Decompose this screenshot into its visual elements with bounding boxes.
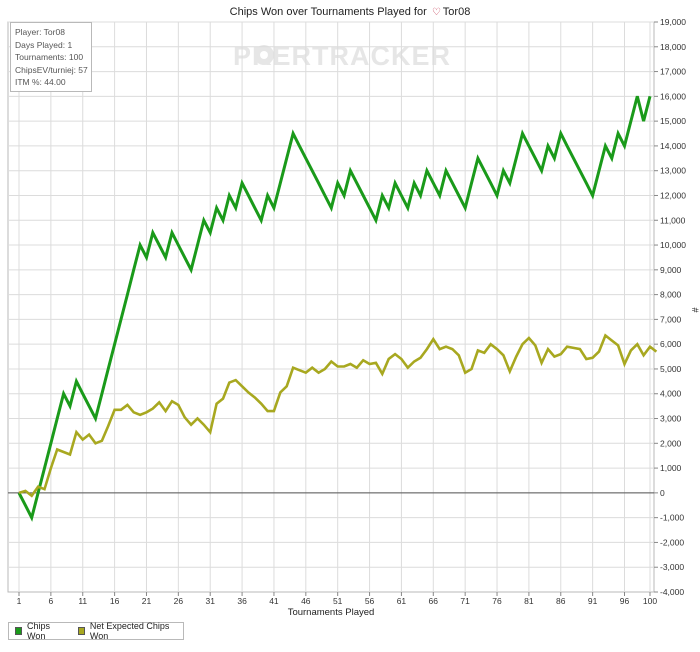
- stats-box: Player: Tor08 Days Played: 1 Tournaments…: [10, 22, 92, 92]
- x-tick-label: 31: [205, 596, 215, 606]
- y-tick-label: 13,000: [660, 166, 686, 176]
- stats-chips-ev: ChipsEV/turniej: 57: [15, 64, 88, 75]
- x-tick-label: 86: [556, 596, 566, 606]
- y-tick-label: 11,000: [660, 215, 686, 225]
- y-tick-label: 7,000: [660, 314, 682, 324]
- x-tick-label: 61: [397, 596, 407, 606]
- pokertracker-watermark: PKERTRACKER: [233, 41, 451, 71]
- x-tick-label: 16: [110, 596, 120, 606]
- x-tick-label: 66: [429, 596, 439, 606]
- legend-label-chips-won: Chips Won: [27, 621, 51, 641]
- x-tick-label: 36: [237, 596, 247, 606]
- chart-title-player: Tor08: [442, 6, 471, 18]
- x-tick-label: 71: [460, 596, 470, 606]
- stats-itm: ITM %: 44.00: [15, 77, 66, 87]
- x-tick-label: 76: [492, 596, 502, 606]
- x-tick-label: 100: [643, 596, 657, 606]
- y-tick-label: 6,000: [660, 339, 682, 349]
- x-axis-label: Tournaments Played: [288, 607, 375, 618]
- y-tick-label: 3,000: [660, 414, 682, 424]
- x-tick-label: 6: [49, 596, 54, 606]
- y-tick-label: -2,000: [660, 537, 684, 547]
- x-tick-label: 81: [524, 596, 534, 606]
- x-tick-label: 46: [301, 596, 311, 606]
- y-tick-label: -1,000: [660, 513, 684, 523]
- x-tick-label: 56: [365, 596, 375, 606]
- watermark-part-2: KERTRACKER: [252, 41, 451, 71]
- watermark-chip-center: [260, 51, 268, 59]
- legend-swatch-net-expected: [77, 627, 85, 635]
- y-tick-label: 19,000: [660, 17, 686, 27]
- x-tick-label: 96: [620, 596, 630, 606]
- watermark-text: PKERTRACKER: [233, 41, 451, 71]
- y-tick-label: 12,000: [660, 190, 686, 200]
- legend-item-chips-won[interactable]: Chips Won: [15, 621, 64, 641]
- y-tick-label: -3,000: [660, 562, 684, 572]
- stats-tournaments: Tournaments: 100: [15, 52, 84, 62]
- x-tick-label: 51: [333, 596, 343, 606]
- grid: [8, 21, 654, 592]
- y-tick-label: 16,000: [660, 91, 686, 101]
- y-tick-label: 17,000: [660, 67, 686, 77]
- y-tick-label: 0: [660, 488, 665, 498]
- y-tick-label: 18,000: [660, 42, 686, 52]
- x-tick-label: 21: [142, 596, 152, 606]
- watermark-chip-icon: [254, 45, 274, 65]
- chart-legend: Chips Won Net Expected Chips Won: [8, 621, 184, 641]
- series-line-chips-won: [17, 95, 652, 522]
- chart-title-text: Chips Won over Tournaments Played for: [229, 6, 427, 18]
- x-tick-label: 11: [78, 596, 87, 606]
- y-tick-label: -4,000: [660, 587, 684, 597]
- y-tick-label: 2,000: [660, 438, 682, 448]
- stats-days-played: Days Played: 1: [15, 39, 73, 50]
- y-tick-label: 1,000: [660, 463, 682, 473]
- x-tick-label: 41: [269, 596, 279, 606]
- axes: -4,000 -3,000 -2,000 -1,000 0 1,000 2,000 3,000…: [8, 17, 686, 606]
- y-tick-label: 8,000: [660, 290, 682, 300]
- y-tick-label: 10,000: [660, 240, 686, 250]
- y-axis-label: #: [690, 307, 700, 312]
- y-tick-label: 14,000: [660, 141, 686, 151]
- x-tick-label: 1: [17, 596, 22, 606]
- x-tick-label: 91: [588, 596, 598, 606]
- x-tick-label: 26: [174, 596, 184, 606]
- chart-title: Chips Won over Tournaments Played for ♡ T…: [0, 6, 700, 18]
- legend-swatch-chips-won: [15, 627, 23, 635]
- y-tick-label: 4,000: [660, 389, 682, 399]
- y-tick-label: 15,000: [660, 116, 686, 126]
- series-line-net-expected: [18, 333, 658, 498]
- plot-area: [7, 21, 655, 593]
- legend-item-net-expected[interactable]: Net Expected Chips Won: [77, 621, 175, 641]
- y-tick-label: 5,000: [660, 364, 682, 374]
- stats-player: Player: Tor08: [15, 27, 65, 37]
- cards-icon: ♡: [431, 7, 441, 18]
- series-group: [17, 95, 658, 522]
- legend-label-net-expected: Net Expected Chips Won: [89, 621, 170, 641]
- y-tick-label: 9,000: [660, 265, 682, 275]
